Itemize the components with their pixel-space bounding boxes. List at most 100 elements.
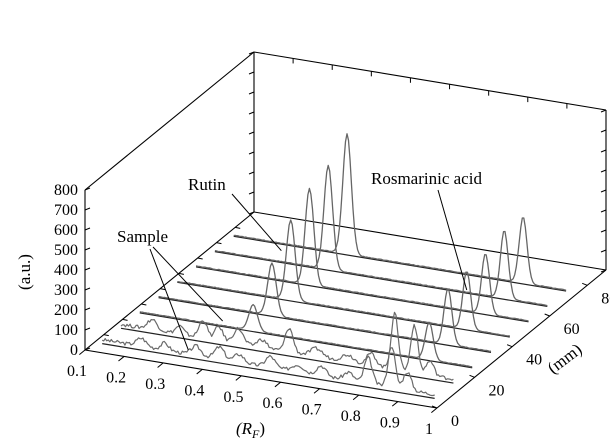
y-tick-label: 40 [526,352,542,369]
floor-tick-mark [103,334,109,337]
x-tick-label: 0.1 [67,363,87,380]
x-tick-label: 0.7 [302,402,322,419]
x-tick-label: 0.6 [263,395,283,412]
densitogram-trace [158,262,492,352]
y-tick-mark [506,344,513,348]
densitogram-trace [139,303,473,368]
back-right-z-tick-mark [600,229,607,233]
floor-tick-mark [141,303,147,306]
x-tick-mark [235,375,242,381]
x-tick-mark [431,407,438,413]
top-left-edge [84,51,255,191]
y-tick-mark [469,374,475,378]
x-tick-mark [274,381,281,388]
back-right-z-tick-mark [600,109,607,113]
back-right-z-tick-mark [600,269,607,273]
x-tick-label: 0.5 [223,389,243,406]
densitogram-trace [214,164,548,307]
densitogram-traces [101,133,567,397]
sample-leader-line-1 [152,246,224,322]
z-tick-mark [84,307,91,311]
z-tick-label: 600 [54,222,78,239]
floor-tick-mark [122,318,128,321]
y-tick-mark [582,282,588,286]
z-tick-label: 800 [54,182,78,199]
x-tick-mark [196,368,203,375]
x-axis-label: (RF) [236,419,265,441]
back-z-tick-mark [248,51,255,55]
back-right-z-tick-mark [600,149,607,153]
back-right-z-tick-mark [600,249,607,253]
back-right-z-tick-mark [600,169,607,173]
floor-left-edge [84,211,255,351]
y-tick-mark [431,405,438,409]
rosmarinic-leader-line [437,189,468,291]
z-tick-mark [84,247,91,251]
x-axis-label-main: (R [236,419,253,438]
back-z-tick-mark [248,171,255,175]
track-baseline [158,297,492,353]
track-baseline [139,312,473,369]
y-tick-label: 60 [564,321,580,338]
back-right-z-tick-mark [600,129,607,133]
annotation-sample: Sample [117,227,168,246]
back-z-tick-mark [248,211,255,215]
annotation-rutin: Rutin [188,175,226,194]
x-tick-mark [352,394,360,401]
x-axis-label-sub: F [251,427,260,441]
floor-tick-mark [235,226,241,229]
z-tick-label: 400 [54,262,78,279]
densitogram-trace [177,219,510,337]
z-tick-label: 0 [70,342,78,359]
x-tick-mark [118,356,125,362]
floor-back-edge [253,211,607,271]
back-z-tick-mark [248,71,255,75]
densitogram-trace [101,337,435,397]
z-axis-label: (a.u.) [15,254,34,290]
x-tick-label: 1 [425,421,433,438]
rutin-leader-line [231,193,282,251]
track-baseline [120,327,454,384]
annotation-rosmarinic-acid: Rosmarinic acid [371,169,482,188]
back-z-tick-mark [248,91,255,95]
y-tick-label: 80 [601,290,610,307]
track-baseline [102,343,435,399]
x-tick-label: 0.3 [145,376,165,393]
x-tick-label: 0.8 [341,408,361,425]
z-tick-mark [84,227,91,231]
x-tick-mark [79,349,86,355]
annotations [149,189,468,350]
floor-tick-mark [178,272,184,275]
z-tick-mark [84,287,91,291]
x-tick-mark [313,388,320,394]
z-tick-mark [84,207,91,211]
y-tick-mark [544,313,550,317]
z-tick-mark [84,327,91,331]
back-right-z-tick-mark [600,209,607,213]
densitogram-trace [120,311,454,381]
x-tick-mark [391,401,399,407]
x-tick-label: 0.4 [184,382,204,399]
z-tick-label: 300 [54,282,78,299]
sample-leader-line-2 [149,248,189,350]
densitogram-trace [233,133,567,291]
x-tick-label: 0.2 [106,369,126,386]
y-tick-label: 20 [489,382,505,399]
densitogram-trace [195,187,529,322]
y-axis-label: (mm) [544,340,586,378]
x-axis-line [84,349,438,409]
back-z-tick-mark [248,131,255,135]
back-top-edge [253,51,607,111]
z-tick-mark [84,187,91,191]
back-z-tick-mark [248,191,255,195]
z-tick-mark [84,347,91,351]
back-z-tick-mark [248,151,255,155]
axis-ticks: 0.1 0.2 0.3 0.4 0.5 0.6 0.7 0.8 0.9 1010020030040… [54,51,610,438]
floor-tick-mark [160,288,166,291]
z-tick-mark [84,267,91,271]
x-axis-label-end: ) [259,419,265,438]
z-tick-label: 100 [54,322,78,339]
floor-tick-mark [197,257,203,260]
y-tick-label: 0 [451,413,459,430]
